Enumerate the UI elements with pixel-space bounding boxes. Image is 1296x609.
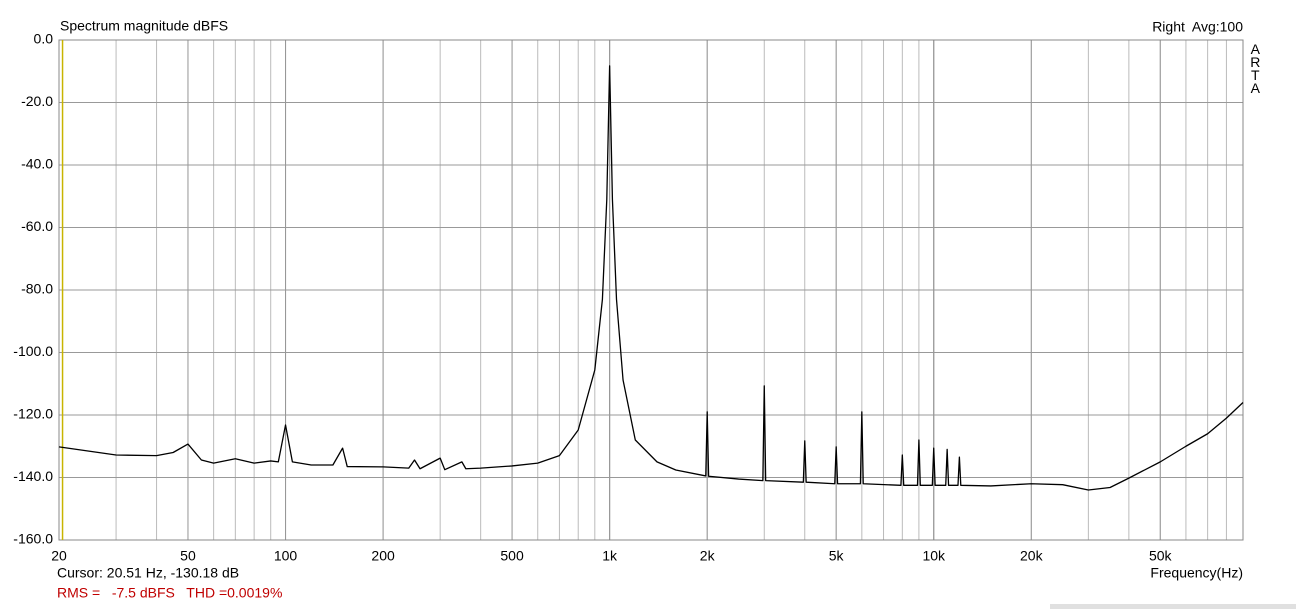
x-tick-label: 2k [700,548,716,564]
y-tick-label: -140.0 [13,468,53,484]
x-tick-label: 50 [180,548,196,564]
x-tick-label: 1k [602,548,618,564]
status-bar [1050,604,1296,609]
y-tick-label: -100.0 [13,343,53,359]
x-tick-label: 100 [274,548,298,564]
x-tick-label: 20k [1020,548,1044,564]
chart-title: Spectrum magnitude dBFS [60,18,228,34]
y-tick-label: -80.0 [21,281,53,297]
subtitle: Right Avg:100 [1152,19,1243,35]
cursor-readout: Cursor: 20.51 Hz, -130.18 dB [57,565,239,581]
x-tick-label: 500 [500,548,524,564]
y-tick-label: -160.0 [13,531,53,547]
y-tick-label: -60.0 [21,218,53,234]
x-tick-label: 10k [922,548,946,564]
x-axis-label: Frequency(Hz) [1150,565,1243,581]
x-tick-label: 50k [1149,548,1173,564]
stats-readout: RMS = -7.5 dBFS THD =0.0019% [57,585,282,601]
y-tick-label: 0.0 [34,31,54,47]
y-tick-label: -40.0 [21,156,53,172]
brand: ARTA [1247,41,1263,93]
spectrum-line [58,65,1244,491]
grid [58,39,1243,541]
x-tick-label: 5k [829,548,845,564]
x-tick-label: 20 [51,548,67,564]
y-tick-label: -120.0 [13,406,53,422]
x-tick-label: 200 [371,548,395,564]
plot-frame [58,39,1244,541]
y-tick-label: -20.0 [21,93,53,109]
